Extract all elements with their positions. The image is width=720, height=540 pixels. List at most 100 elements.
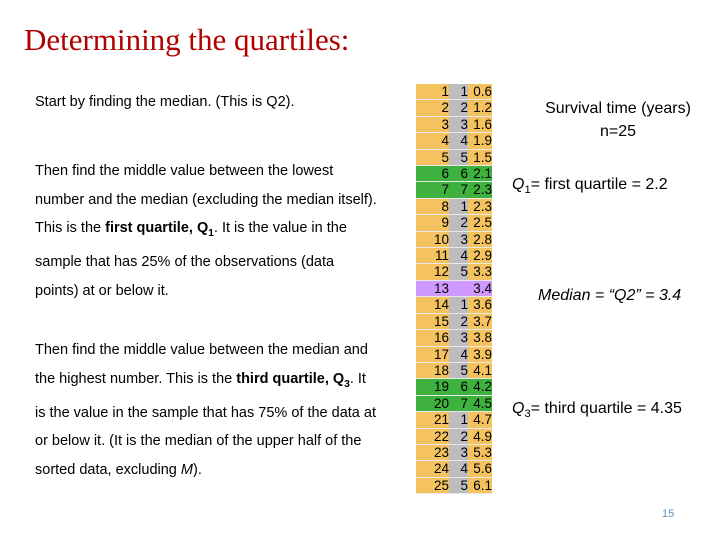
rank-cell: 15 — [416, 313, 449, 331]
position-cell: 7 — [449, 395, 468, 413]
rank-cell: 21 — [416, 411, 449, 429]
value-cell: 2.3 — [468, 181, 492, 199]
table-row: 12 5 3.3 — [416, 263, 492, 281]
position-cell: 6 — [449, 165, 468, 183]
table-row: 25 5 6.1 — [416, 477, 492, 495]
table-row: 23 3 5.3 — [416, 444, 492, 462]
value-cell: 2.5 — [468, 214, 492, 232]
rank-cell: 2 — [416, 99, 449, 117]
rank-cell: 6 — [416, 165, 449, 183]
position-cell: 2 — [449, 428, 468, 445]
rank-cell: 16 — [416, 329, 449, 347]
table-row: 5 5 1.5 — [416, 149, 492, 167]
table-row: 11 4 2.9 — [416, 247, 492, 265]
rank-cell: 17 — [416, 346, 449, 363]
rank-cell: 14 — [416, 296, 449, 314]
position-cell: 4 — [449, 460, 468, 478]
rank-cell: 3 — [416, 116, 449, 134]
value-cell: 3.4 — [468, 280, 492, 298]
third-quartile-explanation: Then find the middle value between the m… — [35, 336, 380, 484]
table-row: 6 6 2.1 — [416, 165, 492, 183]
position-cell: 2 — [449, 99, 468, 117]
value-cell: 4.9 — [468, 428, 492, 445]
value-cell: 1.5 — [468, 149, 492, 167]
position-cell: 2 — [449, 214, 468, 232]
value-cell: 4.5 — [468, 395, 492, 413]
rank-cell: 13 — [416, 280, 449, 298]
rank-cell: 8 — [416, 198, 449, 216]
position-cell: 3 — [449, 329, 468, 347]
p3-bold: third quartile, Q3 — [236, 370, 350, 390]
position-cell: 1 — [449, 411, 468, 429]
position-cell: 5 — [449, 149, 468, 167]
position-cell: 4 — [449, 132, 468, 150]
rank-cell: 25 — [416, 477, 449, 495]
table-row: 4 4 1.9 — [416, 132, 492, 150]
value-cell: 1.6 — [468, 116, 492, 134]
position-cell: 3 — [449, 444, 468, 462]
value-cell: 3.7 — [468, 313, 492, 331]
value-cell: 3.9 — [468, 346, 492, 363]
first-quartile-explanation: Then find the middle value between the l… — [35, 157, 380, 305]
table-row: 2 2 1.2 — [416, 99, 492, 117]
median-instruction: Start by finding the median. (This is Q2… — [35, 94, 295, 110]
q1-annotation: Q1= first quartile = 2.2 — [512, 176, 668, 197]
value-cell: 3.8 — [468, 329, 492, 347]
table-row: 22 2 4.9 — [416, 428, 492, 445]
table-row: 21 1 4.7 — [416, 411, 492, 429]
position-cell: 6 — [449, 378, 468, 396]
position-cell: 5 — [449, 477, 468, 495]
table-row: 14 1 3.6 — [416, 296, 492, 314]
rank-cell: 4 — [416, 132, 449, 150]
value-cell: 4.1 — [468, 362, 492, 380]
value-cell: 5.3 — [468, 444, 492, 462]
rank-cell: 1 — [416, 84, 449, 101]
rank-cell: 24 — [416, 460, 449, 478]
sample-size: n=25 — [599, 123, 637, 140]
value-cell: 2.9 — [468, 247, 492, 265]
survival-time-table: 1 1 0.6 2 2 1.2 3 3 1.6 4 4 1.9 5 5 1.5 6 6 2.1 7 7 2.3 8 1 2.3… — [416, 84, 492, 495]
position-cell: 2 — [449, 313, 468, 331]
position-cell: 1 — [449, 84, 468, 101]
position-cell: 3 — [449, 116, 468, 134]
value-cell: 1.2 — [468, 99, 492, 117]
table-row: 16 3 3.8 — [416, 329, 492, 347]
value-cell: 2.8 — [468, 231, 492, 249]
p3-italic-m: M — [180, 461, 193, 478]
rank-cell: 5 — [416, 149, 449, 167]
rank-cell: 10 — [416, 231, 449, 249]
position-cell: 5 — [449, 362, 468, 380]
p3-text-1: Then find the middle value between the m… — [35, 342, 368, 387]
survival-time-label: Survival time (years) n=25 — [528, 97, 708, 143]
value-cell: 4.7 — [468, 411, 492, 429]
table-row: 10 3 2.8 — [416, 231, 492, 249]
table-row: 19 6 4.2 — [416, 378, 492, 396]
rank-cell: 11 — [416, 247, 449, 265]
q3-annotation: Q3= third quartile = 4.35 — [512, 400, 682, 421]
position-cell: 7 — [449, 181, 468, 199]
table-row: 17 4 3.9 — [416, 346, 492, 363]
survival-time-table-body: 1 1 0.6 2 2 1.2 3 3 1.6 4 4 1.9 5 5 1.5 6 6 2.1 7 7 2.3 8 1 2.3… — [416, 84, 492, 495]
rank-cell: 23 — [416, 444, 449, 462]
value-cell: 0.6 — [468, 84, 492, 101]
value-cell: 5.6 — [468, 460, 492, 478]
table-row: 8 1 2.3 — [416, 198, 492, 216]
page-number: 15 — [662, 508, 675, 520]
rank-cell: 22 — [416, 428, 449, 445]
position-cell: 1 — [449, 296, 468, 314]
position-cell: 4 — [449, 346, 468, 363]
table-row: 9 2 2.5 — [416, 214, 492, 232]
p2-text-2: . It is the value in the sample that has… — [35, 220, 347, 299]
rank-cell: 18 — [416, 362, 449, 380]
value-cell: 3.3 — [468, 263, 492, 281]
table-row: 1 1 0.6 — [416, 84, 492, 101]
position-cell: 5 — [449, 263, 468, 281]
slide-title: Determining the quartiles: — [24, 22, 350, 57]
table-row: 20 7 4.5 — [416, 395, 492, 413]
rank-cell: 9 — [416, 214, 449, 232]
p3-text-2: . It is the value in the sample that has… — [35, 370, 376, 478]
value-cell: 6.1 — [468, 477, 492, 495]
value-cell: 1.9 — [468, 132, 492, 150]
position-cell: 4 — [449, 247, 468, 265]
position-cell: 3 — [449, 231, 468, 249]
